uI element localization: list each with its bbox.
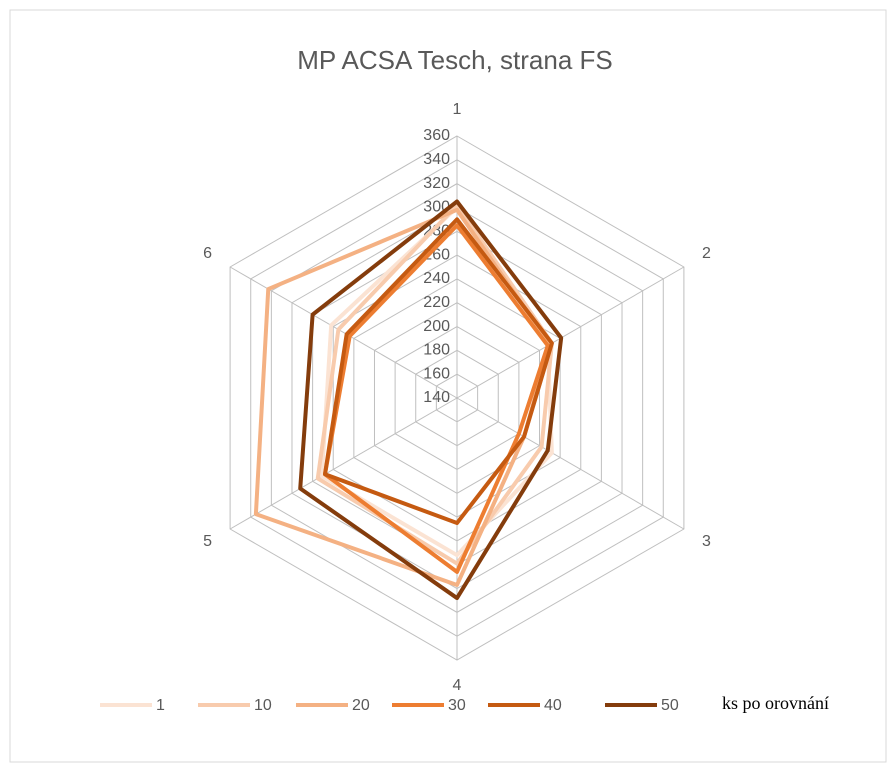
legend-label: 1 — [156, 697, 165, 714]
category-label: 5 — [203, 533, 212, 550]
category-label: 4 — [453, 677, 462, 694]
category-label: 3 — [702, 533, 711, 550]
legend-label: 50 — [661, 697, 679, 714]
y-tick-label: 360 — [423, 127, 450, 144]
category-label: 6 — [203, 245, 212, 262]
category-label: 1 — [453, 101, 462, 118]
chart-title: MP ACSA Tesch, strana FS — [297, 45, 613, 75]
legend-label: 40 — [544, 697, 562, 714]
y-tick-label: 320 — [423, 175, 450, 192]
y-tick-label: 240 — [423, 270, 450, 287]
y-tick-label: 220 — [423, 294, 450, 311]
y-tick-label: 140 — [423, 389, 450, 406]
y-tick-label: 200 — [423, 318, 450, 335]
series-line — [298, 199, 564, 601]
y-tick-label: 180 — [423, 342, 450, 359]
legend-label: 30 — [448, 697, 466, 714]
spoke — [229, 397, 458, 530]
legend-label: 20 — [352, 697, 370, 714]
y-tick-label: 340 — [423, 151, 450, 168]
category-label: 2 — [702, 245, 711, 262]
series-line — [322, 217, 554, 526]
spoke — [456, 397, 685, 530]
legend-label: 10 — [254, 697, 272, 714]
series-line — [322, 223, 550, 574]
chart-border — [9, 9, 887, 763]
y-tick-label: 160 — [423, 365, 450, 382]
annotation: ks po orovnání — [722, 693, 829, 713]
spoke — [456, 266, 685, 399]
